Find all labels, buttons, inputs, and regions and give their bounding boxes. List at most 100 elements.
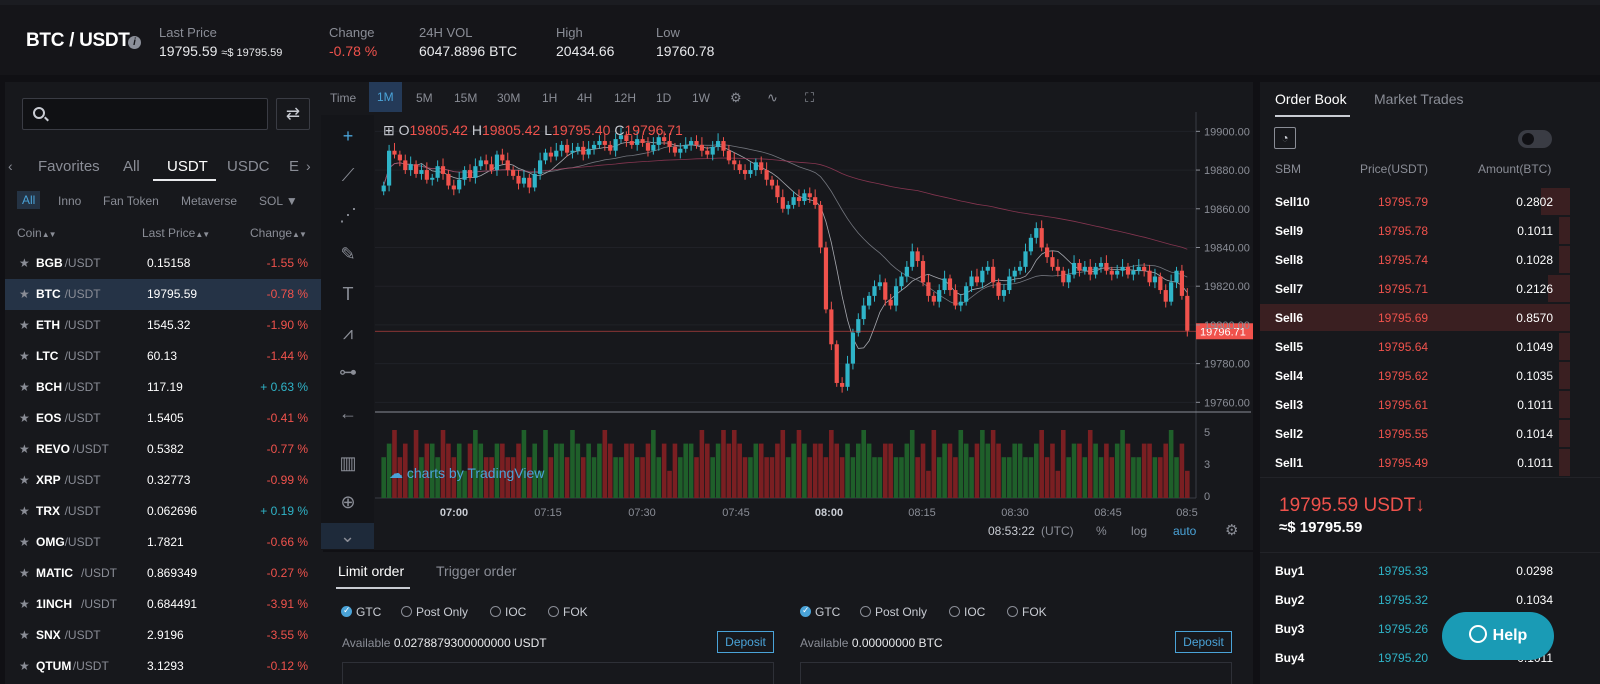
star-icon[interactable]: ★	[19, 473, 30, 487]
tf-12h[interactable]: 12H	[614, 91, 637, 105]
col-coin[interactable]: Coin▲▼	[17, 226, 57, 240]
chevron-down-icon[interactable]: ⌄	[321, 523, 374, 549]
tf-4h[interactable]: 4H	[577, 91, 593, 105]
sell-opt-fok[interactable]: FOK	[1007, 605, 1047, 619]
sell-opt-gtc[interactable]: GTC	[800, 605, 840, 619]
coin-row[interactable]: ★ SNX/USDT 2.9196 -3.55 %	[5, 620, 323, 651]
star-icon[interactable]: ★	[19, 442, 30, 456]
subtab-all[interactable]: All	[17, 191, 41, 209]
coin-row[interactable]: ★ MATIC/USDT 0.869349 -0.27 %	[5, 558, 323, 589]
chevron-left-icon[interactable]: ‹	[8, 158, 13, 174]
fib-icon[interactable]: ⋰	[339, 205, 357, 225]
star-icon[interactable]: ★	[19, 287, 30, 301]
buy-deposit-button[interactable]: Deposit	[717, 631, 774, 653]
coin-row[interactable]: ★ TRX/USDT 0.062696 + 0.19 %	[5, 496, 323, 527]
tab-favorites[interactable]: Favorites	[38, 158, 100, 175]
tf-1h[interactable]: 1H	[542, 91, 558, 105]
star-icon[interactable]: ★	[19, 411, 30, 425]
coin-row[interactable]: ★ REVO/USDT 0.5382 -0.77 %	[5, 434, 323, 465]
chevron-right-icon[interactable]: ›	[306, 158, 311, 174]
coin-row[interactable]: ★ BTC/USDT 19795.59 -0.78 %	[5, 279, 323, 310]
pattern-icon[interactable]: ⩘	[342, 323, 354, 343]
tf-15m[interactable]: 15M	[454, 91, 478, 105]
tf-5m[interactable]: 5M	[416, 91, 433, 105]
help-button[interactable]: Help	[1442, 612, 1554, 660]
market-search[interactable]	[22, 98, 268, 130]
sell-row[interactable]: Sell3 19795.61 0.1011	[1260, 391, 1600, 420]
brush-icon[interactable]: ✎	[340, 244, 356, 264]
log-toggle[interactable]: log	[1131, 524, 1148, 538]
gear-icon[interactable]: ⚙	[1225, 522, 1239, 539]
coin-row[interactable]: ★ QTUM/USDT 3.1293 -0.12 %	[5, 651, 323, 682]
sell-row[interactable]: Sell6 19795.69 0.8570	[1260, 304, 1600, 333]
buy-row[interactable]: Buy2 19795.32 0.1034	[1260, 586, 1600, 615]
star-icon[interactable]: ★	[19, 318, 30, 332]
indicator-icon[interactable]: ∿	[767, 90, 778, 105]
swap-button[interactable]: ⇄	[276, 98, 310, 130]
buy-price-input[interactable]	[342, 662, 774, 684]
gear-icon[interactable]: ⚙	[730, 90, 742, 105]
star-icon[interactable]: ★	[19, 566, 30, 580]
coin-row[interactable]: ★ 1INCH/USDT 0.684491 -3.91 %	[5, 589, 323, 620]
col-last-price[interactable]: Last Price▲▼	[142, 226, 210, 240]
tf-1d[interactable]: 1D	[656, 91, 672, 105]
search-input[interactable]	[55, 103, 255, 125]
auto-toggle[interactable]: auto	[1173, 524, 1197, 538]
tab-usdt[interactable]: USDT	[167, 158, 208, 175]
sell-row[interactable]: Sell8 19795.74 0.1028	[1260, 246, 1600, 275]
ohlc-toggle-icon[interactable]: ⊞	[383, 122, 395, 138]
candles-icon[interactable]: ▥	[339, 453, 357, 473]
text-icon[interactable]: T	[342, 284, 354, 304]
orderbook-toggle[interactable]	[1518, 130, 1552, 148]
sell-row[interactable]: Sell5 19795.64 0.1049	[1260, 333, 1600, 362]
coin-row[interactable]: ★ BGB/USDT 0.15158 -1.55 %	[5, 248, 323, 279]
star-icon[interactable]: ★	[19, 349, 30, 363]
buy-opt-fok[interactable]: FOK	[548, 605, 588, 619]
info-icon[interactable]: i	[128, 36, 141, 49]
tab-order-book[interactable]: Order Book	[1275, 91, 1347, 107]
sell-row[interactable]: Sell9 19795.78 0.1011	[1260, 217, 1600, 246]
buy-row[interactable]: Buy1 19795.33 0.0298	[1260, 557, 1600, 586]
coin-row[interactable]: ★ XRP/USDT 0.32773 -0.99 %	[5, 465, 323, 496]
buy-opt-post-only[interactable]: Post Only	[401, 605, 468, 619]
star-icon[interactable]: ★	[19, 380, 30, 394]
star-icon[interactable]: ★	[19, 597, 30, 611]
star-icon[interactable]: ★	[19, 535, 30, 549]
zoom-icon[interactable]: ⊕	[340, 492, 356, 512]
tab-limit-order[interactable]: Limit order	[338, 563, 405, 579]
star-icon[interactable]: ★	[19, 628, 30, 642]
col-change[interactable]: Change▲▼	[250, 226, 307, 240]
tf-time[interactable]: Time	[330, 91, 357, 105]
tab-usdc[interactable]: USDC	[227, 158, 270, 175]
trendline-icon[interactable]: ⟋	[341, 165, 355, 185]
coin-row[interactable]: ★ ETH/USDT 1545.32 -1.90 %	[5, 310, 323, 341]
coin-row[interactable]: ★ BCH/USDT 117.19 + 0.63 %	[5, 372, 323, 403]
subtab-inno[interactable]: Inno	[58, 194, 82, 208]
star-icon[interactable]: ★	[19, 659, 30, 673]
tab-trigger-order[interactable]: Trigger order	[436, 563, 517, 579]
tf-1m[interactable]: 1M	[369, 82, 402, 112]
sell-row[interactable]: Sell10 19795.79 0.2802	[1260, 188, 1600, 217]
tab-market-trades[interactable]: Market Trades	[1374, 91, 1464, 107]
back-arrow-icon[interactable]: ←	[339, 403, 357, 423]
subtab-sol[interactable]: SOL ▼	[259, 194, 298, 208]
fullscreen-icon[interactable]: ⛶	[805, 90, 815, 105]
star-icon[interactable]: ★	[19, 504, 30, 518]
depth-mode-icon[interactable]: ◔	[1274, 127, 1296, 149]
star-icon[interactable]: ★	[19, 256, 30, 270]
coin-row[interactable]: ★ OMG/USDT 1.7821 -0.66 %	[5, 527, 323, 558]
subtab-fan-token[interactable]: Fan Token	[103, 194, 159, 208]
tab-more[interactable]: E	[289, 158, 300, 175]
percent-toggle[interactable]: %	[1096, 524, 1107, 538]
sell-opt-post-only[interactable]: Post Only	[860, 605, 927, 619]
sell-opt-ioc[interactable]: IOC	[949, 605, 985, 619]
sell-row[interactable]: Sell1 19795.49 0.1011	[1260, 449, 1600, 478]
coin-row[interactable]: ★ LTC/USDT 60.13 -1.44 %	[5, 341, 323, 372]
tf-1w[interactable]: 1W	[692, 91, 710, 105]
tf-30m[interactable]: 30M	[497, 91, 521, 105]
crosshair-icon[interactable]: +	[342, 126, 354, 146]
buy-opt-ioc[interactable]: IOC	[490, 605, 526, 619]
tab-all[interactable]: All	[123, 158, 140, 175]
subtab-metaverse[interactable]: Metaverse	[181, 194, 238, 208]
tradingview-watermark[interactable]: ☁ charts by TradingView	[389, 465, 545, 481]
